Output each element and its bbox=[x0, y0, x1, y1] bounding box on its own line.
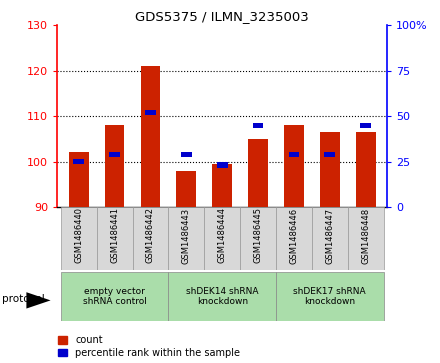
Text: protocol: protocol bbox=[2, 294, 45, 305]
Bar bbox=[213, 164, 232, 207]
Bar bbox=[132, 207, 169, 270]
Bar bbox=[276, 272, 384, 321]
Bar bbox=[217, 163, 227, 168]
Bar bbox=[109, 152, 120, 157]
Bar bbox=[276, 207, 312, 270]
Bar bbox=[312, 207, 348, 270]
Bar bbox=[61, 207, 97, 270]
Text: empty vector
shRNA control: empty vector shRNA control bbox=[83, 287, 147, 306]
Text: GSM1486446: GSM1486446 bbox=[290, 207, 298, 264]
Bar bbox=[348, 207, 384, 270]
Bar bbox=[169, 207, 204, 270]
Bar bbox=[61, 272, 169, 321]
Bar bbox=[141, 66, 160, 207]
Bar bbox=[320, 132, 340, 207]
Bar bbox=[204, 207, 240, 270]
Text: GSM1486443: GSM1486443 bbox=[182, 207, 191, 264]
Bar bbox=[253, 122, 264, 128]
Bar bbox=[289, 152, 299, 157]
Bar bbox=[181, 152, 192, 157]
Text: GSM1486448: GSM1486448 bbox=[361, 207, 370, 264]
Text: GSM1486445: GSM1486445 bbox=[253, 208, 263, 264]
Bar bbox=[69, 152, 88, 207]
Bar bbox=[145, 110, 156, 115]
Bar bbox=[360, 122, 371, 128]
Bar bbox=[97, 207, 132, 270]
Text: GSM1486444: GSM1486444 bbox=[218, 208, 227, 264]
Bar bbox=[324, 152, 335, 157]
Bar bbox=[240, 207, 276, 270]
Bar bbox=[105, 125, 125, 207]
Text: GSM1486447: GSM1486447 bbox=[325, 207, 334, 264]
Bar bbox=[356, 132, 376, 207]
Bar bbox=[248, 139, 268, 207]
Text: GSM1486440: GSM1486440 bbox=[74, 208, 83, 264]
Polygon shape bbox=[26, 292, 51, 309]
Bar bbox=[169, 272, 276, 321]
Bar bbox=[73, 159, 84, 164]
Bar bbox=[284, 125, 304, 207]
Text: GSM1486441: GSM1486441 bbox=[110, 208, 119, 264]
Text: GSM1486442: GSM1486442 bbox=[146, 208, 155, 264]
Text: shDEK17 shRNA
knockdown: shDEK17 shRNA knockdown bbox=[293, 287, 366, 306]
Legend: count, percentile rank within the sample: count, percentile rank within the sample bbox=[58, 335, 240, 358]
Text: shDEK14 shRNA
knockdown: shDEK14 shRNA knockdown bbox=[186, 287, 258, 306]
Bar bbox=[176, 171, 196, 207]
Title: GDS5375 / ILMN_3235003: GDS5375 / ILMN_3235003 bbox=[136, 10, 309, 23]
